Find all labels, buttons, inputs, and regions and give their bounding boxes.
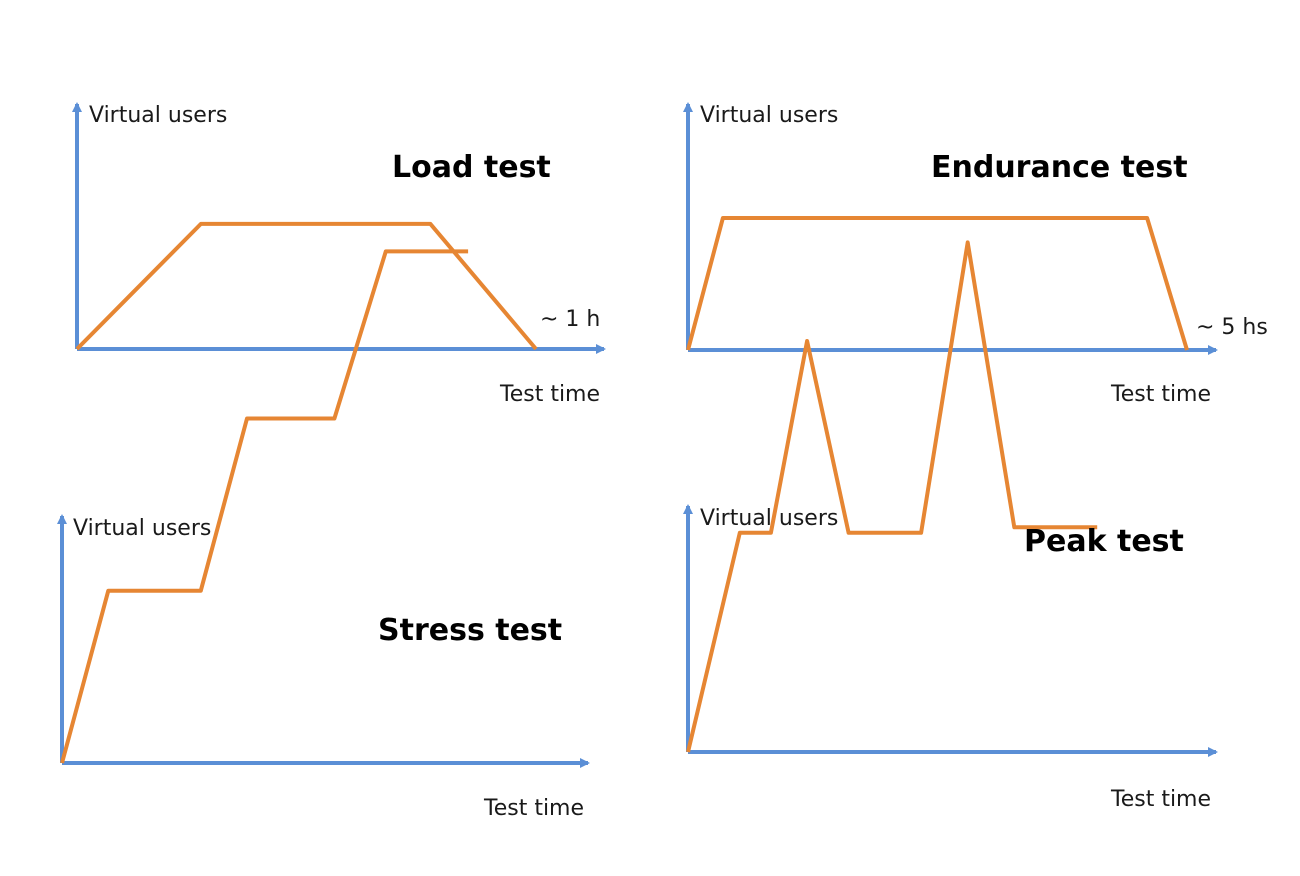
y-axis-label: Virtual users: [89, 103, 227, 128]
y-axis-label: Virtual users: [73, 516, 211, 541]
panel-title: Peak test: [1024, 524, 1184, 559]
stress-profile-line: [60, 249, 469, 764]
panel-title: Endurance test: [931, 150, 1188, 185]
panel-load-test: Virtual users Load test ~ 1 h Test time: [72, 102, 606, 407]
y-axis-label: Virtual users: [700, 103, 838, 128]
panel-title: Load test: [392, 150, 551, 185]
duration-label: ~ 1 h: [540, 307, 600, 332]
load-profile-line: [75, 221, 538, 351]
peak-profile-line: [686, 240, 1098, 753]
panel-peak-test: Virtual users Peak test Test time: [683, 240, 1218, 812]
panel-stress-test: Virtual users Stress test Test time: [57, 249, 590, 821]
endurance-profile-line: [686, 216, 1189, 351]
x-axis-label: Test time: [1110, 787, 1211, 812]
y-axis-label: Virtual users: [700, 506, 838, 531]
x-axis-label: Test time: [483, 796, 584, 821]
panel-title: Stress test: [378, 613, 562, 648]
x-axis-label: Test time: [1110, 382, 1211, 407]
duration-label: ~ 5 hs: [1196, 315, 1268, 340]
x-axis-label: Test time: [499, 382, 600, 407]
panel-endurance-test: Virtual users Endurance test ~ 5 hs Test…: [683, 102, 1268, 407]
